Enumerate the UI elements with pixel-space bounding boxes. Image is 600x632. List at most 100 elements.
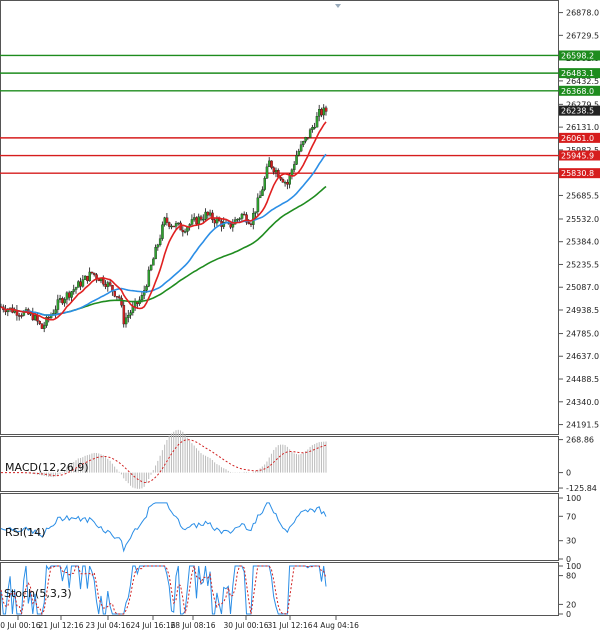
candle-body xyxy=(206,211,210,216)
candle-body xyxy=(308,129,312,138)
stoch-tick-label: 20 xyxy=(566,600,576,609)
candle-body xyxy=(315,116,319,128)
candle-body xyxy=(65,292,69,300)
candle-body xyxy=(120,297,123,306)
last-price-label: 26238.5 xyxy=(561,107,594,116)
candle-body xyxy=(40,323,44,329)
y-tick-label: 26432.5 xyxy=(566,77,599,86)
candle-body xyxy=(152,258,155,266)
candle-body xyxy=(281,179,285,183)
candle-body xyxy=(274,170,278,173)
macd-indicator: 268.86 0 -125.84 xyxy=(1,429,597,493)
candle-body xyxy=(147,269,151,287)
candle-body xyxy=(286,181,289,185)
y-tick-label: 24488.5 xyxy=(566,375,599,384)
candle-body xyxy=(311,127,314,130)
candle-body xyxy=(202,219,205,221)
rsi-line xyxy=(0,502,327,553)
stoch-tick-label: 0 xyxy=(566,610,571,619)
y-tick-label: 24340.0 xyxy=(566,398,599,407)
resistance-label: 26598.2 xyxy=(561,51,594,60)
y-tick-label: 26729.5 xyxy=(566,31,599,40)
support-tag xyxy=(559,132,600,143)
candle-body xyxy=(240,213,244,219)
candle-body xyxy=(211,212,214,221)
resistance-tag xyxy=(559,50,600,61)
candle-body xyxy=(18,315,21,317)
candle-body xyxy=(20,315,23,317)
candle-body xyxy=(70,291,73,298)
y-tick-label: 24637.0 xyxy=(566,352,599,361)
candle-body xyxy=(306,137,310,139)
candle-body xyxy=(170,225,173,228)
candle-body xyxy=(165,217,169,223)
resistance-label: 26483.1 xyxy=(561,69,594,78)
support-tag xyxy=(559,168,600,179)
candle-body xyxy=(113,290,116,297)
candle-body xyxy=(68,292,71,298)
main-panel-frame xyxy=(0,0,559,435)
y-tick-label: 24938.5 xyxy=(566,306,599,315)
scroll-marker-icon xyxy=(335,4,341,8)
candle-body xyxy=(83,275,87,280)
candle-body xyxy=(61,298,64,304)
y-tick-label: 25087.0 xyxy=(566,283,599,292)
candle-body xyxy=(243,213,246,216)
candle-body xyxy=(313,126,316,129)
rsi-panel-frame xyxy=(0,493,559,561)
candle-body xyxy=(256,197,260,212)
candle-body xyxy=(72,289,76,292)
candle-body xyxy=(293,164,296,170)
candle-body xyxy=(290,169,294,176)
candle-body xyxy=(197,216,201,225)
candle-body xyxy=(33,315,37,320)
candle-body xyxy=(272,167,276,173)
candle-body xyxy=(288,175,291,185)
rsi-tick-label: 100 xyxy=(566,494,581,503)
resistance-label: 26368.0 xyxy=(561,87,594,96)
candle-body xyxy=(181,229,185,233)
macd-tick-label: 0 xyxy=(566,469,571,478)
candle-body xyxy=(279,176,282,180)
candle-body xyxy=(199,216,203,220)
candle-body xyxy=(186,227,189,232)
candle-body xyxy=(88,271,91,282)
stoch-tick-label: 100 xyxy=(566,562,581,571)
candle-body xyxy=(74,287,78,290)
stoch-panel-frame xyxy=(0,562,559,616)
candle-body xyxy=(195,217,198,225)
candle-body xyxy=(238,218,241,220)
candle-body xyxy=(247,222,251,225)
x-tick-label: 21 Jul 12:16 xyxy=(39,621,84,630)
candle-body xyxy=(54,309,57,314)
macd-signal-line xyxy=(1,439,327,484)
candle-body xyxy=(168,222,171,227)
candle-body xyxy=(93,272,96,275)
candle-body xyxy=(322,107,326,116)
ma-green-line xyxy=(0,185,327,316)
price-levels: 26598.2 26483.1 26368.0 26061.0 25945.9 25830… xyxy=(0,50,600,179)
candle-body xyxy=(254,211,257,214)
candle-body xyxy=(213,219,216,224)
candle-body xyxy=(263,178,266,190)
candle-body xyxy=(104,284,107,287)
candle-body xyxy=(58,298,62,300)
support-label: 25945.9 xyxy=(561,152,594,161)
candle-body xyxy=(45,316,48,326)
support-label: 25830.8 xyxy=(561,169,594,178)
candle-body xyxy=(158,238,162,246)
candle-body xyxy=(154,247,157,260)
candle-body xyxy=(161,224,164,239)
candle-body xyxy=(265,166,269,179)
y-tick-label: 25532.0 xyxy=(566,215,599,224)
candle-body xyxy=(172,225,176,228)
candle-body xyxy=(183,231,187,233)
candle-body xyxy=(258,195,262,199)
x-tick-label: 24 Jul 16:16 xyxy=(131,621,176,630)
stoch-label: Stoch(5,3,3) xyxy=(4,587,72,600)
y-tick-label: 25685.5 xyxy=(566,191,599,200)
candle-body xyxy=(115,296,119,298)
x-tick-label: 23 Jul 04:16 xyxy=(86,621,131,630)
